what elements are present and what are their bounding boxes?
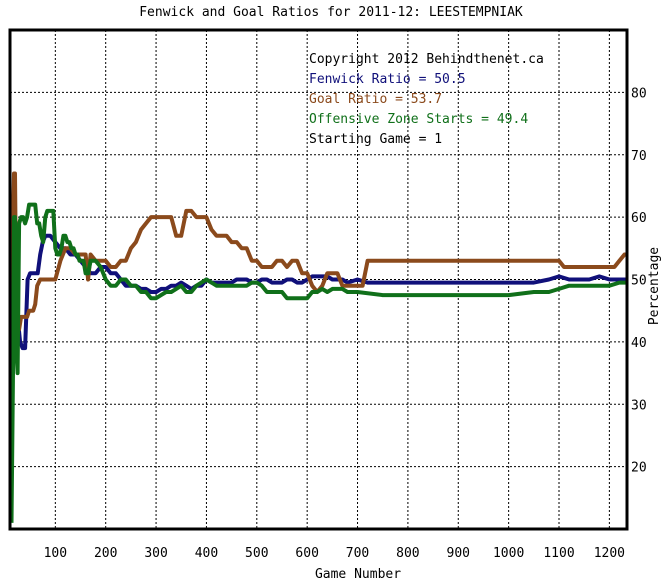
series-layer [9, 171, 627, 523]
chart-title: Fenwick and Goal Ratios for 2011-12: LEE… [139, 5, 523, 20]
x-tick-label: 600 [295, 546, 318, 561]
y-tick-label: 30 [631, 398, 647, 413]
x-tick-label: 700 [346, 546, 369, 561]
copyright-annotation: Copyright 2012 Behindthenet.ca [309, 52, 544, 67]
offensive-zone-starts-line [9, 202, 627, 523]
y-tick-label: 80 [631, 86, 647, 101]
y-tick-label: 20 [631, 461, 647, 476]
goal-ratio-line [10, 171, 627, 380]
x-tick-label: 800 [396, 546, 419, 561]
plot-area [8, 28, 629, 531]
x-tick-label: 1100 [543, 546, 574, 561]
x-axis-label: Game Number [315, 567, 401, 580]
y-tick-label: 40 [631, 336, 647, 351]
y-tick-label: 50 [631, 274, 647, 289]
y-axis-ticks: 20 30 40 50 60 70 80 [631, 86, 647, 475]
starting-game-annotation: Starting Game = 1 [309, 132, 442, 147]
legend-entry-ozone: Offensive Zone Starts = 49.4 [309, 112, 528, 127]
y-axis-label: Percentage [647, 247, 662, 325]
x-tick-label: 900 [447, 546, 470, 561]
x-tick-label: 1000 [493, 546, 524, 561]
x-tick-label: 1200 [594, 546, 625, 561]
legend-entry-fenwick: Fenwick Ratio = 50.5 [309, 72, 466, 87]
x-tick-label: 200 [94, 546, 117, 561]
legend-entry-goal: Goal Ratio = 53.7 [309, 92, 442, 107]
y-tick-label: 70 [631, 149, 647, 164]
x-tick-label: 300 [144, 546, 167, 561]
legend: Copyright 2012 Behindthenet.ca Fenwick R… [309, 52, 544, 147]
x-tick-label: 100 [44, 546, 67, 561]
x-tick-label: 400 [195, 546, 218, 561]
x-tick-label: 500 [245, 546, 268, 561]
x-axis-ticks: 100 200 300 400 500 600 700 800 900 1000 1100 1200 [44, 546, 625, 561]
y-tick-label: 60 [631, 211, 647, 226]
